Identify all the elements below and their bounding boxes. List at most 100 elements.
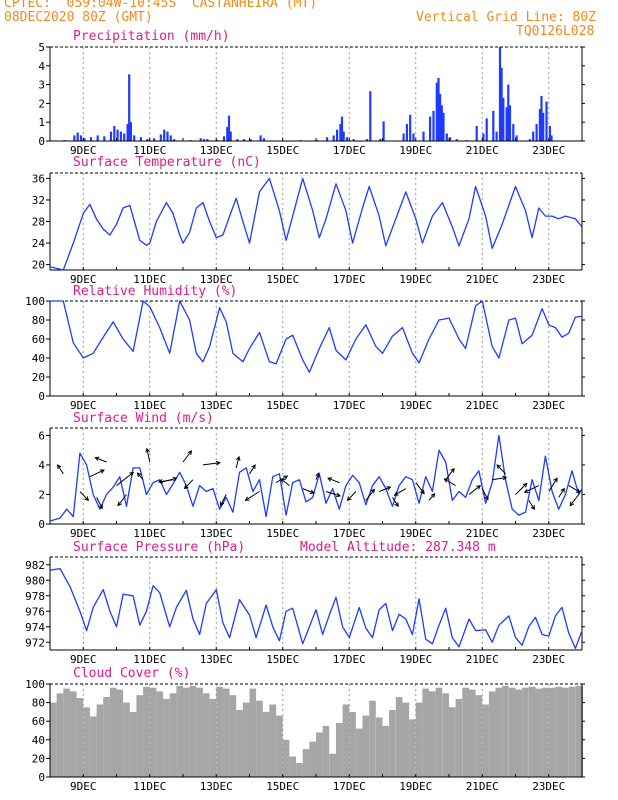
wind-arrow-head bbox=[560, 487, 565, 493]
bar bbox=[515, 689, 523, 777]
bar bbox=[422, 688, 429, 777]
x-tick-label: 23DEC bbox=[532, 399, 565, 412]
y-tick-label: 0 bbox=[38, 135, 45, 148]
wind-arrow bbox=[379, 486, 391, 492]
bar bbox=[336, 723, 343, 777]
bar bbox=[209, 698, 217, 777]
bar bbox=[89, 137, 93, 141]
bar bbox=[488, 691, 496, 777]
bar bbox=[269, 704, 277, 777]
wind-arrow bbox=[95, 457, 107, 463]
bar bbox=[449, 707, 456, 778]
bar bbox=[322, 725, 330, 777]
bar bbox=[422, 131, 425, 141]
bar bbox=[202, 693, 210, 777]
bar bbox=[515, 135, 518, 141]
bar bbox=[568, 686, 576, 777]
y-tick-label: 20 bbox=[32, 752, 45, 765]
wind-arrow bbox=[235, 456, 240, 469]
bar bbox=[69, 691, 77, 777]
bar bbox=[326, 137, 329, 141]
bar bbox=[548, 687, 556, 777]
x-tick-label: 19DEC bbox=[399, 144, 432, 157]
bar bbox=[229, 695, 237, 777]
x-tick-label: 15DEC bbox=[266, 527, 299, 540]
bar bbox=[342, 704, 350, 777]
bar bbox=[229, 131, 232, 141]
precip-title: Precipitation (mm/h) bbox=[73, 29, 230, 44]
bar bbox=[169, 693, 177, 777]
bar bbox=[449, 137, 452, 141]
x-tick-label: 9DEC bbox=[70, 144, 97, 157]
model-altitude: Model Altitude: 287.348 m bbox=[300, 540, 496, 555]
wind-arrow-head bbox=[327, 477, 333, 482]
bar bbox=[562, 687, 569, 777]
wind-arrow-head bbox=[215, 460, 221, 466]
bar bbox=[542, 687, 549, 777]
y-tick-label: 982 bbox=[25, 559, 45, 572]
wind-arrow-head bbox=[99, 469, 105, 474]
bar bbox=[316, 732, 323, 777]
wind-arrow bbox=[528, 500, 535, 510]
x-tick-label: 11DEC bbox=[133, 527, 166, 540]
bar bbox=[156, 691, 164, 777]
bar bbox=[482, 704, 489, 777]
bar bbox=[109, 687, 117, 777]
bar bbox=[302, 749, 310, 777]
bar bbox=[395, 697, 403, 777]
y-tick-label: 40 bbox=[32, 352, 45, 365]
panel-5: 0 20 40 60 80 100 9DEC 11DEC 13DEC 15DEC 17DEC 19DE… bbox=[25, 678, 585, 793]
bar bbox=[129, 122, 132, 141]
bar bbox=[249, 688, 257, 777]
x-tick-label: 13DEC bbox=[200, 780, 233, 793]
wind-arrow bbox=[158, 479, 174, 483]
bar bbox=[389, 710, 396, 777]
wind-arrow-head bbox=[98, 504, 103, 510]
bar bbox=[545, 101, 548, 141]
bar bbox=[440, 105, 443, 141]
wind-arrow bbox=[347, 491, 357, 501]
wind-arrow-head bbox=[57, 464, 62, 470]
y-tick-label: 20 bbox=[32, 259, 45, 272]
y-tick-label: 980 bbox=[25, 574, 45, 587]
bar bbox=[113, 126, 116, 141]
bar bbox=[256, 700, 263, 777]
bar bbox=[402, 702, 410, 777]
wind-arrow-head bbox=[553, 477, 558, 483]
bar bbox=[129, 711, 137, 777]
bar bbox=[202, 139, 206, 141]
bar bbox=[409, 719, 416, 777]
x-tick-label: 11DEC bbox=[133, 780, 166, 793]
wind-arrow-head bbox=[183, 484, 189, 490]
bar bbox=[128, 74, 131, 141]
bar bbox=[103, 136, 106, 141]
bar bbox=[375, 717, 383, 777]
bar bbox=[445, 133, 448, 141]
bar bbox=[412, 133, 415, 141]
x-tick-label: 21DEC bbox=[466, 527, 499, 540]
bar bbox=[222, 688, 230, 777]
humidity-title: Relative Humidity (%) bbox=[73, 284, 238, 299]
x-tick-label: 23DEC bbox=[532, 273, 565, 286]
y-tick-label: 3 bbox=[38, 79, 45, 92]
bar bbox=[435, 687, 443, 777]
bar bbox=[309, 741, 316, 777]
bar bbox=[89, 716, 97, 777]
wind-arrow bbox=[280, 478, 290, 486]
wind-arrow bbox=[89, 469, 105, 478]
bar bbox=[96, 704, 104, 777]
wind-arrow bbox=[315, 472, 320, 480]
y-tick-label: 0 bbox=[38, 390, 45, 403]
panel-3: 0 2 4 6 9DEC 11DEC 13DEC 15DEC 17DEC 19DEC 21DEC 23… bbox=[38, 427, 585, 540]
wind-arrow bbox=[548, 478, 558, 492]
x-tick-label: 13DEC bbox=[200, 273, 233, 286]
cloud-title: Cloud Cover (%) bbox=[73, 666, 191, 681]
wind-arrow-head bbox=[94, 456, 100, 461]
x-tick-label: 19DEC bbox=[399, 273, 432, 286]
bar bbox=[462, 687, 469, 777]
x-tick-label: 15DEC bbox=[266, 780, 299, 793]
bar bbox=[550, 135, 553, 141]
bar bbox=[116, 689, 124, 777]
wind-arrow bbox=[202, 462, 220, 466]
